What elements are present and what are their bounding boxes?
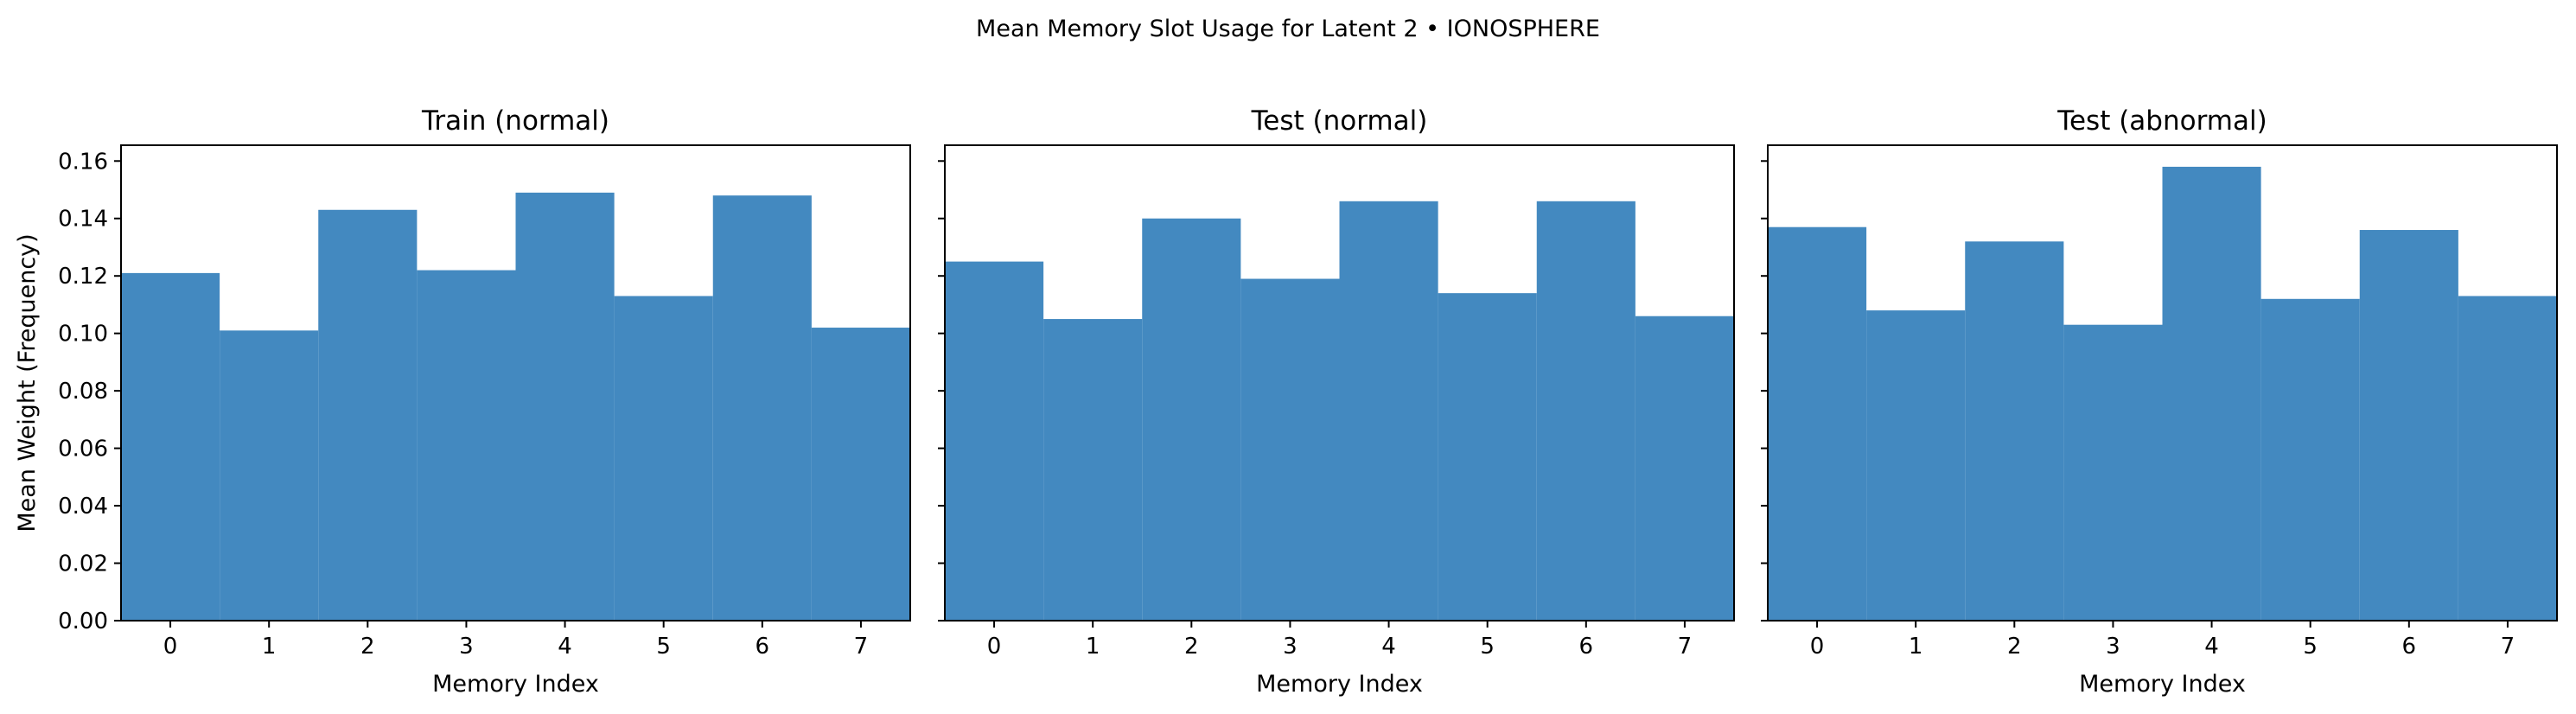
- bar: [515, 192, 615, 621]
- bar: [1536, 201, 1636, 621]
- x-tick-label: 0: [987, 634, 1002, 660]
- y-tick-label: 0.00: [58, 609, 108, 634]
- x-tick-label: 0: [163, 634, 178, 660]
- bar: [1240, 278, 1340, 621]
- bar: [2359, 230, 2458, 621]
- bar: [220, 330, 319, 621]
- bar: [811, 328, 910, 621]
- bar: [2458, 296, 2557, 621]
- x-tick-label: 1: [1086, 634, 1100, 660]
- x-tick-label: 4: [2204, 634, 2219, 660]
- subplot-test-normal: Test (normal) Memory Index 0 1 2 3 4 5 6 7: [938, 105, 1735, 698]
- figure-title: Mean Memory Slot Usage for Latent 2 • IO…: [976, 16, 1600, 42]
- bar: [1965, 241, 2064, 621]
- bar: [712, 195, 812, 621]
- axes-frame: [944, 144, 1735, 622]
- bar: [2063, 324, 2163, 621]
- axes-frame: [120, 144, 911, 622]
- y-tick-label: 0.02: [58, 551, 108, 577]
- bar: [1438, 293, 1537, 621]
- bar: [1768, 226, 1867, 621]
- x-tick-label: 1: [1909, 634, 1923, 660]
- bar: [1635, 316, 1734, 621]
- x-tick-label: 4: [558, 634, 572, 660]
- bar: [318, 209, 418, 621]
- x-tick-label: 5: [1480, 634, 1495, 660]
- y-tick-label: 0.16: [58, 149, 108, 175]
- bar: [1043, 319, 1143, 621]
- x-tick-label: 7: [854, 634, 869, 660]
- x-tick-label: 3: [459, 634, 474, 660]
- y-axis-label: Mean Weight (Frequency): [14, 233, 41, 532]
- subplot-test-abnormal: Test (abnormal) Memory Index 0 1 2 3 4 5 6 7: [1761, 105, 2558, 698]
- x-axis-label: Memory Index: [1256, 671, 1423, 698]
- subplot-title: Test (abnormal): [2056, 105, 2267, 137]
- x-tick-label: 5: [656, 634, 671, 660]
- subplot-title: Test (normal): [1251, 105, 1428, 137]
- y-tick-label: 0.10: [58, 322, 108, 347]
- bar: [2162, 166, 2261, 622]
- bar: [1339, 201, 1438, 621]
- x-tick-label: 6: [756, 634, 770, 660]
- bar: [945, 261, 1044, 621]
- x-tick-label: 4: [1381, 634, 1396, 660]
- y-tick-label: 0.06: [58, 437, 108, 462]
- x-tick-label: 2: [360, 634, 375, 660]
- x-tick-label: 3: [2106, 634, 2120, 660]
- bar: [2260, 298, 2360, 621]
- x-tick-label: 2: [2007, 634, 2022, 660]
- bar: [614, 296, 713, 621]
- y-tick-label: 0.04: [58, 494, 108, 520]
- x-tick-label: 2: [1184, 634, 1199, 660]
- x-tick-label: 1: [262, 634, 277, 660]
- bar: [1142, 218, 1241, 621]
- y-tick-label: 0.12: [58, 264, 108, 290]
- subplot-title: Train (normal): [421, 105, 609, 137]
- axes-frame: [1767, 144, 2558, 622]
- bar: [417, 270, 516, 621]
- x-tick-label: 7: [2501, 634, 2515, 660]
- y-tick-label: 0.14: [58, 207, 108, 233]
- x-tick-label: 6: [2402, 634, 2417, 660]
- x-tick-label: 7: [1678, 634, 1693, 660]
- x-tick-label: 6: [1579, 634, 1594, 660]
- subplot-train-normal: Train (normal) Memory Index Mean Weight …: [14, 105, 911, 698]
- x-axis-label: Memory Index: [432, 671, 599, 698]
- bars: [945, 201, 1734, 621]
- y-tick-label: 0.08: [58, 379, 108, 405]
- bars: [1768, 166, 2557, 622]
- bars: [121, 192, 910, 621]
- bar: [1866, 310, 1966, 621]
- x-tick-label: 3: [1283, 634, 1298, 660]
- bar: [121, 272, 220, 621]
- x-tick-label: 5: [2303, 634, 2318, 660]
- x-tick-label: 0: [1810, 634, 1825, 660]
- x-axis-label: Memory Index: [2079, 671, 2246, 698]
